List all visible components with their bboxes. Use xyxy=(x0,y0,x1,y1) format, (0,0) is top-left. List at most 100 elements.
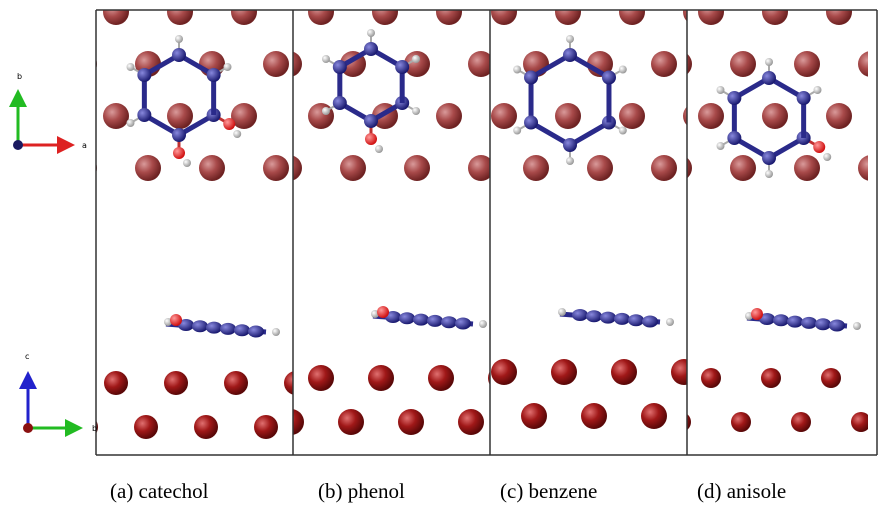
carbon-atom xyxy=(192,320,208,333)
surface-atom xyxy=(96,59,97,69)
surface-atom xyxy=(167,10,193,25)
surface-atom xyxy=(794,155,820,181)
carbon-atom xyxy=(787,315,803,328)
oxygen-atom xyxy=(170,314,182,326)
panel-caption: (b) phenol xyxy=(318,479,405,503)
carbon-atom xyxy=(172,48,186,62)
panels xyxy=(39,0,868,439)
surface-atom xyxy=(231,103,257,129)
surface-atom xyxy=(701,403,727,429)
carbon-atom xyxy=(524,115,539,130)
surface-atom xyxy=(587,155,613,181)
surface-atom xyxy=(314,415,338,439)
surface-atom xyxy=(263,51,289,77)
surface-atom xyxy=(826,10,852,25)
oxygen-atom xyxy=(813,141,826,153)
bond xyxy=(529,120,572,148)
surface-atom xyxy=(761,368,781,388)
surface-atom xyxy=(762,103,788,129)
surface-atom xyxy=(683,10,687,22)
axis-triad-bottom: c b xyxy=(19,352,97,437)
panel-caption: (a) catechol xyxy=(110,479,209,503)
surface-atom xyxy=(641,403,667,429)
surface-atom xyxy=(254,415,278,439)
carbon-atom xyxy=(399,312,415,325)
carbon-atom xyxy=(455,317,471,330)
hydrogen-atom xyxy=(272,328,280,336)
carbon-atom xyxy=(413,313,429,326)
surface-atom xyxy=(104,371,128,395)
surface-atom xyxy=(687,157,692,179)
surface-atom xyxy=(687,53,692,75)
surface-atom xyxy=(581,403,607,429)
surface-atom xyxy=(398,409,424,435)
carbon-atom xyxy=(773,314,789,327)
oxygen-atom xyxy=(223,118,236,130)
carbon-atom xyxy=(796,91,811,105)
surface-atom xyxy=(39,0,65,25)
surface-atom xyxy=(619,103,645,129)
hydrogen-atom xyxy=(126,119,135,127)
carbon-atom xyxy=(829,319,845,332)
surface-atom xyxy=(428,365,454,391)
carbon-atom xyxy=(642,315,658,328)
surface-atom xyxy=(730,155,756,181)
carbon-atom xyxy=(178,319,194,331)
bond xyxy=(568,120,611,148)
hydrogen-atom xyxy=(618,65,627,74)
carbon-atom xyxy=(364,42,378,56)
surface-atom xyxy=(404,155,430,181)
hydrogen-atom xyxy=(375,145,383,153)
surface-atom xyxy=(135,155,161,181)
carbon-atom xyxy=(137,68,152,82)
carbon-atom xyxy=(628,314,644,327)
carbon-atom xyxy=(563,138,577,152)
carbon-atom xyxy=(762,71,776,85)
surface-atom xyxy=(39,103,65,129)
hydrogen-atom xyxy=(513,126,522,135)
carbon-atom xyxy=(614,312,630,325)
hydrogen-atom xyxy=(223,63,232,71)
carbon-atom xyxy=(427,314,443,327)
oxygen-atom xyxy=(173,147,185,159)
hydrogen-atom xyxy=(716,142,725,150)
carbon-atom xyxy=(220,322,236,335)
surface-atom xyxy=(491,10,517,25)
hydrogen-atom xyxy=(479,320,487,328)
carbon-atom xyxy=(234,324,250,337)
surface-atom xyxy=(491,359,517,385)
carbon-atom xyxy=(248,325,264,338)
surface-atom xyxy=(611,359,637,385)
carbon-atom xyxy=(572,309,588,321)
surface-atom xyxy=(340,155,366,181)
surface-atom xyxy=(791,412,811,432)
axis-label: a xyxy=(82,141,87,150)
hydrogen-atom xyxy=(566,157,574,165)
surface-atom xyxy=(683,106,687,126)
surface-atom xyxy=(858,51,868,77)
carbon-atom xyxy=(815,318,831,331)
surface-atom xyxy=(491,103,517,129)
panel xyxy=(39,0,338,439)
hydrogen-atom xyxy=(813,86,822,94)
carbon-atom xyxy=(801,316,817,329)
surface-atom xyxy=(263,155,289,181)
carbon-atom xyxy=(586,310,602,323)
carbon-atom xyxy=(600,311,616,324)
surface-atom xyxy=(103,103,129,129)
carbon-atom xyxy=(762,151,776,165)
surface-atom xyxy=(821,368,841,388)
carbon-atom xyxy=(172,128,186,142)
surface-atom xyxy=(134,415,158,439)
surface-atom xyxy=(468,155,490,181)
carbon-atom xyxy=(364,114,378,128)
surface-atom xyxy=(293,51,302,77)
axis-label: c xyxy=(25,352,29,361)
surface-atom xyxy=(368,365,394,391)
carbon-atom xyxy=(601,70,616,85)
surface-atom xyxy=(523,155,549,181)
surface-atom xyxy=(731,412,751,432)
bond xyxy=(529,52,572,80)
hydrogen-atom xyxy=(183,159,191,167)
